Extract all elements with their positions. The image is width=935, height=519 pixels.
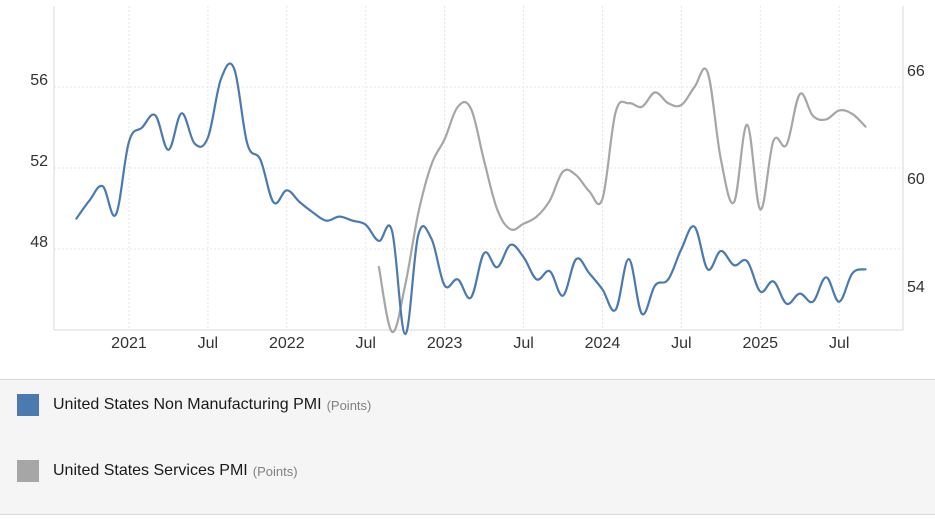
series-line-non-manufacturing-pmi[interactable]	[75, 62, 867, 336]
y-left-tick-label: 52	[30, 153, 48, 170]
y-right-tick-label: 60	[907, 171, 925, 188]
x-tick-label: 2023	[427, 335, 463, 352]
tick-labels: 2021 Jul 2022 Jul 2023 Jul 2024 Jul 2025 Jul 48 52 5…	[30, 63, 925, 352]
axes	[53, 6, 904, 331]
legend: United States Non Manufacturing PMI (Poi…	[0, 379, 935, 515]
x-tick-label: Jul	[829, 335, 849, 352]
grid	[54, 6, 903, 330]
chart-area: 2021 Jul 2022 Jul 2023 Jul 2024 Jul 2025 Jul 48 52 5…	[30, 6, 925, 352]
legend-item-non-manufacturing-pmi[interactable]: United States Non Manufacturing PMI (Poi…	[17, 393, 371, 417]
x-tick-label: Jul	[198, 335, 218, 352]
legend-label: United States Non Manufacturing PMI	[53, 396, 322, 413]
x-tick-label: Jul	[355, 335, 375, 352]
series-layer	[75, 62, 867, 336]
x-tick-label: 2024	[585, 335, 621, 352]
y-right-tick-label: 54	[907, 279, 925, 296]
y-left-tick-label: 48	[30, 234, 48, 251]
legend-unit: (Points)	[252, 463, 298, 479]
x-tick-label: 2022	[269, 335, 305, 352]
line-chart: 2021 Jul 2022 Jul 2023 Jul 2024 Jul 2025 Jul 48 52 5…	[30, 6, 925, 352]
legend-item-services-pmi[interactable]: United States Services PMI (Points)	[17, 459, 298, 483]
series-line-services-pmi[interactable]	[377, 67, 867, 333]
legend-unit: (Points)	[326, 397, 372, 413]
x-tick-label: Jul	[513, 335, 533, 352]
legend-swatch-gray	[17, 460, 39, 482]
y-right-tick-label: 66	[907, 63, 925, 80]
x-tick-label: 2025	[742, 335, 778, 352]
x-tick-label: Jul	[671, 335, 691, 352]
legend-label: United States Services PMI	[53, 462, 248, 479]
legend-swatch-blue	[17, 394, 39, 416]
x-tick-label: 2021	[111, 335, 147, 352]
y-left-tick-label: 56	[30, 72, 48, 89]
